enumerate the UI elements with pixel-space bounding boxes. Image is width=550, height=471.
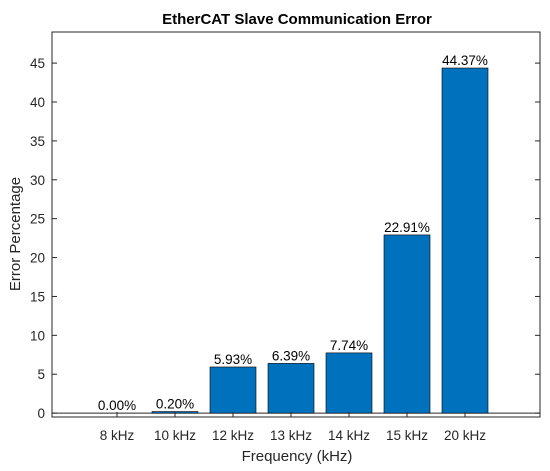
y-tick-label: 15 [30,289,45,304]
data-label: 0.00% [98,398,136,413]
bar [441,67,489,414]
data-label: 6.39% [272,348,310,363]
x-tick-label: 14 kHz [328,428,370,443]
data-label: 22.91% [384,220,430,235]
x-tick-label: 8 kHz [100,428,135,443]
y-tick-label: 5 [37,367,45,382]
bar [209,366,257,414]
bar [325,352,373,414]
y-tick-label: 35 [30,134,45,149]
chart-title: EtherCAT Slave Communication Error [162,11,432,28]
y-tick-label: 20 [30,251,45,266]
x-axis-label: Frequency (kHz) [242,448,353,465]
data-label: 44.37% [442,53,488,68]
x-tick-label: 15 kHz [386,428,428,443]
y-tick-label: 30 [30,173,45,188]
bar [267,363,315,414]
x-tick-label: 20 kHz [444,428,486,443]
y-tick-label: 10 [30,328,45,343]
data-label: 7.74% [330,338,368,353]
y-tick-label: 40 [30,95,45,110]
bar [383,234,431,414]
x-tick-label: 12 kHz [212,428,254,443]
x-tick-label: 10 kHz [154,428,196,443]
y-tick-label: 0 [37,406,45,421]
data-label: 0.20% [156,397,194,412]
axes-box [51,31,541,418]
y-tick-label: 25 [30,212,45,227]
data-label: 5.93% [214,352,252,367]
y-tick-label: 45 [30,56,45,71]
y-axis-label: Error Percentage [7,177,24,291]
plot-area: 0 5 10 15 20 25 30 35 40 45 8 kHz 0.00% 10 kHz 0.20% 1… [30,31,541,443]
x-tick-label: 13 kHz [270,428,312,443]
